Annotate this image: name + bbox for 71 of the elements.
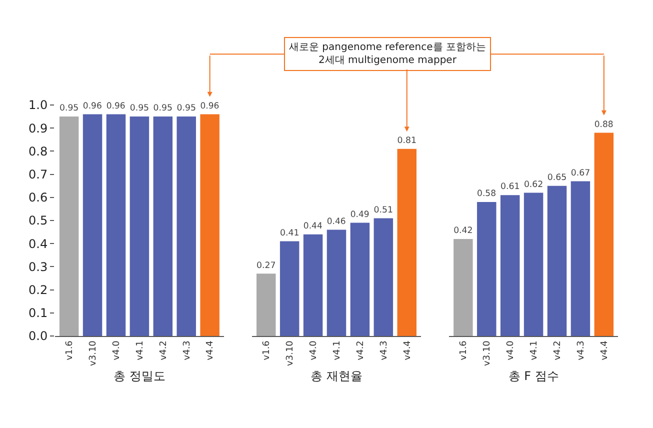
bar — [350, 222, 370, 336]
bar — [477, 202, 496, 336]
x-tick-label: v1.6 — [262, 340, 272, 360]
data-label: 0.95 — [130, 104, 150, 114]
x-axis-title: 총 재현율 — [310, 368, 362, 383]
x-tick-label: v4.2 — [158, 340, 169, 360]
x-tick-label: v4.3 — [182, 340, 192, 360]
x-tick-label: v4.1 — [529, 340, 540, 360]
data-label: 0.51 — [374, 205, 394, 216]
bar — [374, 218, 394, 336]
data-label: 0.88 — [594, 120, 614, 130]
bar — [397, 148, 416, 336]
bar — [280, 241, 300, 336]
y-tick-label: 0.5 — [28, 214, 48, 228]
text: 새로운 pangenome reference를 포함하는 2세대 multigenome mapper — [289, 42, 486, 66]
data-label: 0.49 — [350, 210, 370, 220]
y-tick-label: 0.2 — [28, 283, 48, 297]
bar — [524, 192, 544, 336]
bar — [303, 234, 323, 336]
data-label: 0.67 — [570, 168, 590, 178]
data-label: 0.27 — [256, 260, 276, 271]
data-label: 0.44 — [303, 222, 322, 232]
x-tick-label: v1.6 — [65, 340, 76, 360]
x-tick-label: v4.0 — [506, 340, 516, 360]
bar — [570, 181, 590, 336]
data-label: 0.95 — [153, 104, 173, 114]
data-label: 0.41 — [280, 228, 300, 238]
x-axis-title: 총 F 점수 — [508, 368, 559, 383]
x-tick-label: v4.4 — [600, 340, 610, 360]
y-tick-label: 0.3 — [28, 260, 48, 274]
x-tick-label: v4.1 — [135, 340, 146, 360]
data-label: 0.81 — [397, 136, 416, 146]
bar — [326, 230, 346, 336]
data-label: 0.96 — [106, 101, 126, 112]
x-tick-label: v4.4 — [402, 340, 413, 360]
x-tick-label: v3.10 — [88, 340, 98, 366]
x-tick-label: v4.0 — [308, 340, 319, 360]
data-label: 0.96 — [82, 101, 102, 112]
bar — [500, 195, 520, 336]
y-tick-label: 0.9 — [28, 121, 48, 136]
y-tick-label: 0.8 — [28, 144, 48, 158]
x-tick-label: v4.3 — [379, 340, 390, 360]
data-label: 0.42 — [454, 226, 473, 236]
bar — [454, 238, 473, 336]
y-tick-label: 1.0 — [28, 98, 48, 112]
y-tick-label: 0.1 — [28, 306, 48, 320]
data-label: 0.95 — [59, 104, 79, 114]
data-label: 0.58 — [477, 189, 496, 200]
data-label: 0.96 — [200, 101, 220, 112]
x-axis-title: 총 정밀도 — [114, 368, 166, 383]
y-tick-label: 0.7 — [28, 168, 48, 182]
data-label: 0.62 — [524, 180, 544, 190]
x-tick-label: v4.3 — [576, 340, 586, 360]
data-label: 0.46 — [326, 216, 346, 227]
bar — [256, 274, 276, 336]
x-tick-label: v4.2 — [356, 340, 366, 360]
data-label: 0.95 — [176, 104, 196, 114]
y-tick-label: 0.6 — [28, 190, 48, 205]
data-label: 0.61 — [500, 182, 520, 192]
x-tick-label: v1.6 — [459, 340, 470, 360]
x-tick-label: v3.10 — [482, 340, 493, 366]
x-tick-label: v4.0 — [112, 340, 122, 360]
x-tick-label: v4.1 — [332, 340, 342, 360]
bar — [594, 132, 614, 336]
data-label: 0.65 — [547, 172, 567, 183]
x-tick-label: v4.2 — [552, 340, 563, 360]
x-tick-label: v3.10 — [286, 340, 296, 366]
x-tick-label: v4.4 — [206, 340, 216, 360]
y-tick-label: 0.0 — [28, 329, 48, 344]
y-tick-label: 0.4 — [28, 236, 48, 251]
bar — [547, 186, 567, 336]
